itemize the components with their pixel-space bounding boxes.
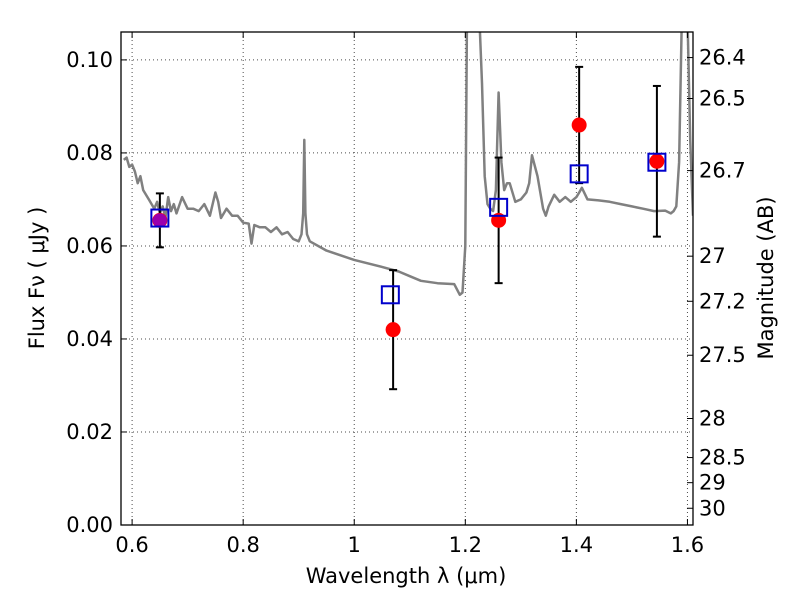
y2-axis-label: Magnitude (AB) bbox=[754, 196, 778, 359]
x-tick-label: 1.4 bbox=[560, 533, 593, 557]
y2-tick-label: 27 bbox=[699, 244, 726, 268]
y-tick-label: 0.02 bbox=[66, 420, 113, 444]
x-tick-label: 1.2 bbox=[449, 533, 482, 557]
y2-tick-label: 27.5 bbox=[699, 343, 746, 367]
y2-tick-label: 26.5 bbox=[699, 87, 746, 111]
y2-tick-label: 27.2 bbox=[699, 289, 746, 313]
observed-point bbox=[571, 117, 587, 133]
y2-tick-label: 26.7 bbox=[699, 159, 746, 183]
model-spectrum-line bbox=[123, 32, 693, 297]
y-tick-label: 0.10 bbox=[66, 48, 113, 72]
axis-ticks: 0.6 0.8 1 1.2 1.4 1.6 0.00 0.02 0.04 0.06 0.08 0.10… bbox=[66, 32, 746, 557]
y2-tick-label: 26.4 bbox=[699, 46, 746, 70]
plot-border bbox=[120, 31, 694, 526]
observed-point-overlap bbox=[152, 213, 167, 228]
x-tick-label: 0.8 bbox=[226, 533, 259, 557]
x-axis-label: Wavelength λ (μm) bbox=[306, 564, 507, 588]
observed-point bbox=[385, 322, 401, 338]
synthetic-point bbox=[150, 208, 170, 228]
x-tick-label: 0.6 bbox=[115, 533, 148, 557]
y2-tick-label: 28.5 bbox=[699, 446, 746, 470]
error-bars bbox=[155, 65, 661, 391]
observed-points bbox=[152, 117, 665, 338]
y-tick-label: 0.06 bbox=[66, 234, 113, 258]
observed-point bbox=[649, 153, 665, 169]
y2-tick-label: 30 bbox=[699, 496, 726, 520]
grid bbox=[121, 32, 693, 526]
model-spectrum-layer bbox=[123, 32, 693, 297]
synthetic-points bbox=[150, 152, 667, 305]
x-tick-label: 1.6 bbox=[671, 533, 704, 557]
plot-frame bbox=[120, 31, 694, 526]
synthetic-point bbox=[489, 197, 509, 217]
synthetic-point bbox=[380, 285, 400, 305]
y-axis-label: Flux Fν ( μJy ) bbox=[25, 207, 49, 350]
synthetic-point bbox=[647, 152, 667, 172]
synthetic-point bbox=[569, 164, 589, 184]
x-tick-label: 1 bbox=[348, 533, 361, 557]
y-tick-label: 0.08 bbox=[66, 141, 113, 165]
y2-tick-label: 28 bbox=[699, 406, 726, 430]
y2-tick-label: 29 bbox=[699, 471, 726, 495]
y-tick-label: 0.04 bbox=[66, 327, 113, 351]
y-tick-label: 0.00 bbox=[66, 513, 113, 537]
